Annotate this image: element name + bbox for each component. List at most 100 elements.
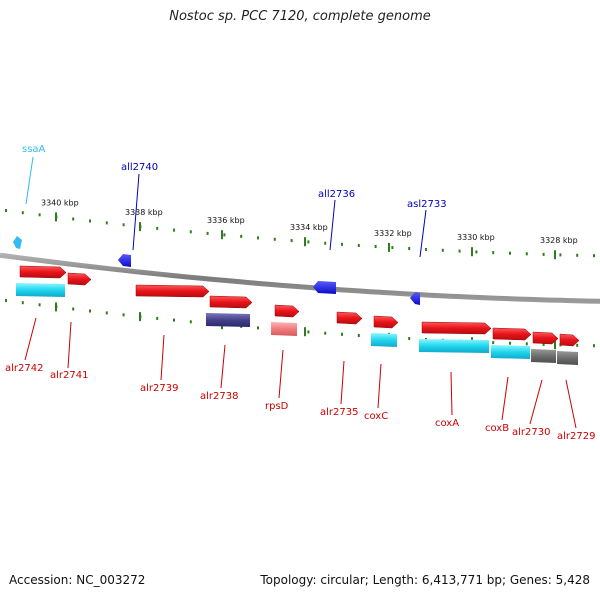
- ruler-tick-bottom: [576, 343, 579, 347]
- leader-asl2733: [419, 209, 427, 258]
- ruler-tick-bottom: [21, 301, 24, 305]
- ruler-tick-top: [206, 231, 209, 235]
- ruler-tick-bottom: [5, 299, 7, 302]
- ruler-major-top: [388, 242, 390, 252]
- ruler-tick-top: [273, 237, 276, 241]
- ruler-major-top: [221, 230, 223, 240]
- label-alr2738: alr2738: [200, 391, 238, 402]
- ruler-tick-top: [173, 228, 175, 232]
- ruler-tick-top: [492, 251, 495, 255]
- leader-alr2729: [565, 379, 577, 429]
- ruler-tick-bottom: [122, 313, 125, 317]
- kbp-label: 3338 kbp: [125, 208, 163, 217]
- ruler-tick-bottom: [257, 326, 259, 330]
- label-all2740: all2740: [121, 162, 158, 173]
- ruler-tick-top: [122, 223, 125, 227]
- ruler-tick-top: [240, 234, 243, 238]
- ruler-tick-top: [576, 253, 579, 257]
- feature-alr2729: [557, 351, 578, 365]
- label-alr2729: alr2729: [557, 431, 595, 442]
- kbp-label: 3336 kbp: [207, 216, 245, 225]
- gene-alr2735: [336, 311, 363, 325]
- ruler-tick-bottom: [593, 344, 595, 348]
- gene-coxB: [492, 327, 532, 341]
- ruler-tick-top: [223, 233, 226, 237]
- leader-coxC: [377, 363, 382, 409]
- ruler-major-top: [139, 222, 141, 232]
- leader-all2740: [132, 173, 140, 251]
- topology-text: Topology: circular; Length: 6,413,771 bp…: [260, 573, 590, 587]
- label-coxB: coxB: [485, 423, 509, 434]
- label-alr2735: alr2735: [320, 407, 358, 418]
- ruler-tick-bottom: [105, 311, 108, 315]
- accession-text: Accession: NC_003272: [9, 573, 146, 587]
- ruler-tick-top: [425, 248, 427, 251]
- ruler-tick-top: [189, 230, 192, 234]
- ruler-tick-bottom: [38, 303, 41, 307]
- gene-all2736: [313, 281, 336, 294]
- ruler-tick-top: [408, 247, 411, 250]
- gene-coxA: [421, 321, 492, 335]
- leader-alr2738: [220, 344, 226, 389]
- label-alr2741: alr2741: [50, 370, 88, 381]
- label-alr2739: alr2739: [140, 383, 178, 394]
- gene-alr2742: [19, 265, 67, 279]
- feature-coxB: [491, 345, 530, 359]
- gene-alr2741: [67, 272, 92, 286]
- ruler-tick-bottom: [307, 330, 310, 334]
- ruler-major-top: [471, 247, 473, 257]
- ruler-tick-bottom: [509, 341, 511, 345]
- ruler-major-top: [304, 237, 306, 247]
- feature-alr2742: [16, 283, 65, 297]
- label-coxC: coxC: [364, 411, 388, 422]
- ruler-tick-bottom: [324, 331, 327, 335]
- leader-alr2735: [340, 360, 345, 405]
- ruler-tick-bottom: [408, 337, 411, 340]
- feature-rpsD: [271, 322, 297, 336]
- ruler-tick-top: [441, 248, 444, 252]
- feature-coxC: [371, 333, 397, 347]
- leader-alr2730: [529, 379, 543, 425]
- label-alr2742: alr2742: [5, 363, 43, 374]
- gene-alr2730: [532, 331, 559, 345]
- leader-ssaA: [25, 156, 34, 205]
- ruler-tick-top: [324, 241, 327, 245]
- gene-alr2738: [209, 295, 253, 309]
- ruler-major-bottom: [139, 312, 141, 322]
- label-all2736: all2736: [318, 189, 355, 200]
- map-title: Nostoc sp. PCC 7120, complete genome: [169, 9, 431, 24]
- genome-backbone: [0, 252, 600, 304]
- leader-all2736: [329, 199, 336, 251]
- ruler-tick-top: [105, 221, 108, 225]
- ruler-tick-top: [72, 217, 75, 221]
- ruler-tick-top: [307, 240, 310, 244]
- label-alr2730: alr2730: [512, 427, 550, 438]
- ruler-tick-bottom: [173, 318, 175, 322]
- label-rpsD: rpsD: [265, 401, 289, 412]
- kbp-label: 3330 kbp: [457, 233, 495, 242]
- ruler-tick-top: [391, 246, 394, 250]
- leader-alr2741: [67, 321, 72, 369]
- leader-rpsD: [278, 349, 284, 399]
- gene-ssaA: [13, 236, 22, 249]
- label-asl2733: asl2733: [407, 199, 447, 210]
- ruler-major-bottom: [304, 327, 306, 337]
- ruler-major-top: [55, 212, 57, 222]
- ruler-major-bottom: [55, 302, 57, 312]
- ruler-tick-bottom: [357, 334, 360, 337]
- ruler-tick-top: [542, 252, 545, 256]
- label-coxA: coxA: [435, 418, 459, 429]
- ruler-tick-top: [21, 211, 24, 215]
- leader-coxB: [501, 376, 509, 421]
- gene-asl2733: [410, 292, 420, 305]
- leader-alr2739: [160, 334, 165, 381]
- ruler-tick-top: [593, 254, 595, 258]
- ruler-tick-top: [156, 226, 159, 230]
- kbp-label: 3328 kbp: [540, 236, 578, 245]
- ruler-tick-top: [257, 236, 259, 240]
- ruler-major-bottom: [554, 340, 556, 350]
- feature-alr2738: [206, 313, 250, 327]
- kbp-label: 3332 kbp: [374, 229, 412, 238]
- ruler-tick-top: [290, 239, 293, 243]
